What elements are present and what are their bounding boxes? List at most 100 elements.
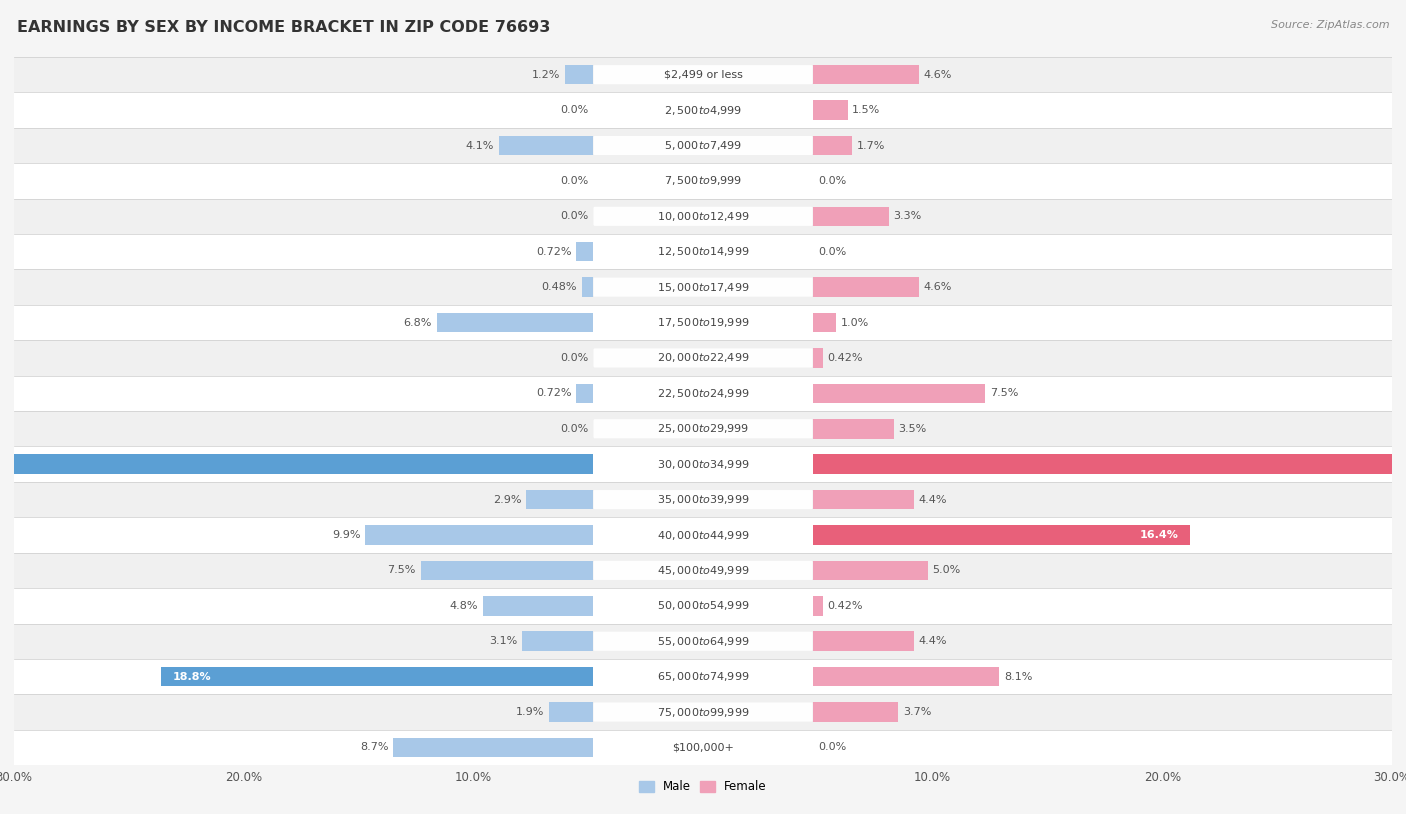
- Text: 0.0%: 0.0%: [560, 105, 588, 115]
- Bar: [14, 446, 1392, 482]
- Bar: [813, 313, 837, 332]
- Bar: [162, 667, 593, 686]
- Text: $30,000 to $34,999: $30,000 to $34,999: [657, 457, 749, 470]
- FancyBboxPatch shape: [593, 313, 813, 332]
- Bar: [813, 596, 823, 615]
- Text: 0.0%: 0.0%: [818, 176, 846, 186]
- Bar: [14, 340, 1392, 375]
- Bar: [526, 490, 593, 510]
- Text: 0.0%: 0.0%: [818, 742, 846, 752]
- Bar: [582, 278, 593, 297]
- Bar: [14, 128, 1392, 163]
- FancyBboxPatch shape: [593, 490, 813, 509]
- Text: Source: ZipAtlas.com: Source: ZipAtlas.com: [1271, 20, 1389, 30]
- Bar: [14, 694, 1392, 730]
- Text: 2.9%: 2.9%: [494, 495, 522, 505]
- Text: 8.7%: 8.7%: [360, 742, 388, 752]
- Text: $2,499 or less: $2,499 or less: [664, 70, 742, 80]
- Text: 3.5%: 3.5%: [898, 424, 927, 434]
- FancyBboxPatch shape: [593, 278, 813, 296]
- FancyBboxPatch shape: [593, 632, 813, 650]
- Bar: [576, 383, 593, 403]
- Text: 3.1%: 3.1%: [489, 637, 517, 646]
- Text: 6.8%: 6.8%: [404, 317, 432, 327]
- Text: $12,500 to $14,999: $12,500 to $14,999: [657, 245, 749, 258]
- Text: $65,000 to $74,999: $65,000 to $74,999: [657, 670, 749, 683]
- Text: 0.42%: 0.42%: [828, 353, 863, 363]
- Text: 4.4%: 4.4%: [920, 637, 948, 646]
- Text: EARNINGS BY SEX BY INCOME BRACKET IN ZIP CODE 76693: EARNINGS BY SEX BY INCOME BRACKET IN ZIP…: [17, 20, 550, 35]
- Text: 18.8%: 18.8%: [173, 672, 211, 681]
- Bar: [482, 596, 593, 615]
- Text: 1.5%: 1.5%: [852, 105, 880, 115]
- FancyBboxPatch shape: [593, 172, 813, 190]
- Text: $75,000 to $99,999: $75,000 to $99,999: [657, 706, 749, 719]
- Text: 1.2%: 1.2%: [533, 70, 561, 80]
- Text: 0.0%: 0.0%: [560, 424, 588, 434]
- FancyBboxPatch shape: [593, 136, 813, 155]
- Text: $17,500 to $19,999: $17,500 to $19,999: [657, 316, 749, 329]
- Legend: Male, Female: Male, Female: [634, 776, 772, 799]
- FancyBboxPatch shape: [593, 667, 813, 686]
- Bar: [0, 454, 593, 474]
- Bar: [14, 234, 1392, 269]
- Text: $10,000 to $12,499: $10,000 to $12,499: [657, 210, 749, 223]
- Text: $35,000 to $39,999: $35,000 to $39,999: [657, 493, 749, 506]
- FancyBboxPatch shape: [593, 348, 813, 367]
- Bar: [813, 100, 848, 120]
- FancyBboxPatch shape: [593, 419, 813, 438]
- Text: $45,000 to $49,999: $45,000 to $49,999: [657, 564, 749, 577]
- FancyBboxPatch shape: [593, 561, 813, 580]
- Bar: [813, 454, 1406, 474]
- Text: 0.0%: 0.0%: [560, 353, 588, 363]
- Text: 4.6%: 4.6%: [924, 70, 952, 80]
- Text: 3.7%: 3.7%: [903, 707, 931, 717]
- Bar: [813, 348, 823, 368]
- Text: 4.6%: 4.6%: [924, 282, 952, 292]
- Text: $55,000 to $64,999: $55,000 to $64,999: [657, 635, 749, 648]
- Text: 7.5%: 7.5%: [990, 388, 1018, 398]
- Text: 4.8%: 4.8%: [450, 601, 478, 610]
- Bar: [14, 163, 1392, 199]
- Bar: [392, 737, 593, 757]
- Bar: [14, 659, 1392, 694]
- Bar: [420, 561, 593, 580]
- Text: 0.42%: 0.42%: [828, 601, 863, 610]
- Bar: [14, 411, 1392, 446]
- Text: 16.4%: 16.4%: [1139, 530, 1178, 540]
- Text: 0.0%: 0.0%: [560, 176, 588, 186]
- Bar: [14, 518, 1392, 553]
- Text: $22,500 to $24,999: $22,500 to $24,999: [657, 387, 749, 400]
- FancyBboxPatch shape: [593, 384, 813, 403]
- Text: 1.0%: 1.0%: [841, 317, 869, 327]
- Bar: [14, 375, 1392, 411]
- Bar: [14, 624, 1392, 659]
- Bar: [14, 199, 1392, 234]
- FancyBboxPatch shape: [593, 65, 813, 84]
- Bar: [14, 304, 1392, 340]
- Bar: [813, 278, 920, 297]
- Text: 1.9%: 1.9%: [516, 707, 544, 717]
- Bar: [813, 207, 889, 226]
- Bar: [813, 667, 1000, 686]
- Text: 0.72%: 0.72%: [536, 247, 572, 256]
- Bar: [813, 65, 920, 85]
- Text: $5,000 to $7,499: $5,000 to $7,499: [664, 139, 742, 152]
- Bar: [813, 490, 914, 510]
- Text: $2,500 to $4,999: $2,500 to $4,999: [664, 103, 742, 116]
- Bar: [813, 383, 986, 403]
- Bar: [576, 242, 593, 261]
- Bar: [366, 525, 593, 545]
- Bar: [14, 482, 1392, 518]
- FancyBboxPatch shape: [593, 702, 813, 721]
- Text: 0.72%: 0.72%: [536, 388, 572, 398]
- Bar: [14, 730, 1392, 765]
- Text: $7,500 to $9,999: $7,500 to $9,999: [664, 174, 742, 187]
- Text: 4.4%: 4.4%: [920, 495, 948, 505]
- Text: 0.0%: 0.0%: [560, 212, 588, 221]
- Bar: [565, 65, 593, 85]
- Text: $15,000 to $17,499: $15,000 to $17,499: [657, 281, 749, 294]
- Bar: [14, 92, 1392, 128]
- Bar: [813, 702, 898, 722]
- Text: $100,000+: $100,000+: [672, 742, 734, 752]
